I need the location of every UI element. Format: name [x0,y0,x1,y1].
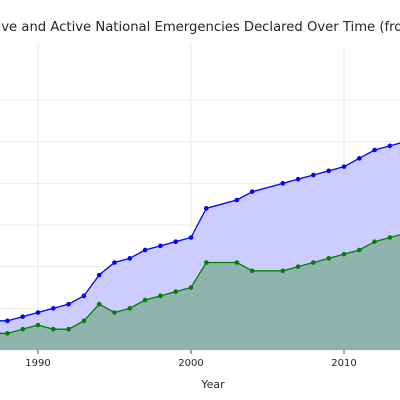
cumulative-point [127,256,133,261]
series-lines [0,142,400,334]
cumulative-point [387,143,393,149]
series-points [5,143,393,336]
active-point [127,306,133,311]
chart-title: Cumulative and Active National Emergenci… [0,20,400,35]
cumulative-point [311,172,316,178]
active-point [188,285,194,290]
active-point [5,331,10,336]
active-point [20,326,26,332]
active-point [35,322,41,328]
cumulative-point [173,239,178,244]
cumulative-point [96,272,102,278]
cumulative-point [158,243,163,249]
active-point [311,260,316,265]
cumulative-point [5,318,10,324]
cumulative-point [204,206,209,211]
cumulative-point [357,156,362,161]
x-tick-label: 2000 [178,358,203,369]
cumulative-point [112,260,117,265]
cumulative-point [51,306,56,311]
active-point [173,289,178,294]
active-point [280,268,286,274]
active-point [51,326,56,332]
cumulative-point [372,147,377,153]
x-ticks: 1990 2000 2010 [25,350,357,369]
series-areas [0,143,400,350]
cumulative-point [142,247,148,253]
active-point [96,301,102,307]
active-point [326,256,332,261]
cumulative-point [295,176,301,182]
active-point [204,260,209,265]
active-point [112,310,117,315]
active-point [234,260,240,265]
active-point [387,235,393,240]
active-point [341,251,347,257]
cumulative-point [66,301,71,307]
cumulative-point [234,197,240,203]
active-point [249,268,255,274]
cumulative-point [81,293,87,299]
cumulative-point [326,168,332,174]
x-tick-label: 2010 [331,358,356,369]
x-axis-label: Year [200,378,225,391]
cumulative-point [35,310,41,315]
active-point [357,247,362,253]
x-tick-label: 1990 [25,358,50,369]
active-line [0,234,400,334]
cumulative-point [20,314,26,319]
active-point [66,326,71,332]
cumulative-point [341,164,347,169]
active-point [158,293,163,299]
active-point [142,297,148,303]
cumulative-point [188,235,194,240]
active-point [295,264,301,269]
cumulative-point [280,181,286,186]
active-point [81,318,87,324]
cumulative-line [0,142,400,322]
cumulative-point [249,189,255,194]
active-area [0,234,400,350]
active-point [372,239,377,244]
